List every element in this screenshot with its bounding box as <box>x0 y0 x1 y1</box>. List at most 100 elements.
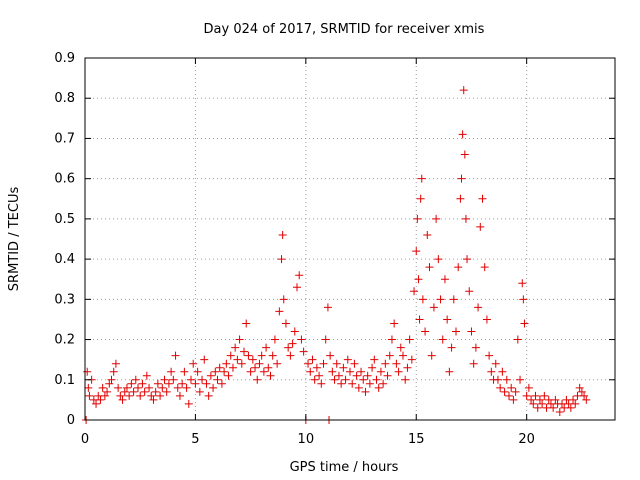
data-point <box>295 271 304 280</box>
data-point <box>465 287 474 296</box>
data-point <box>463 255 472 264</box>
data-point <box>257 351 266 360</box>
data-point <box>248 355 257 364</box>
data-point <box>582 395 591 404</box>
data-point <box>500 387 509 396</box>
data-point <box>383 371 392 380</box>
data-point <box>434 255 443 264</box>
data-point <box>328 367 337 376</box>
data-point <box>213 375 222 384</box>
y-axis-label: SRMTID / TECUs <box>7 187 22 292</box>
data-point <box>222 359 231 368</box>
data-point <box>290 327 299 336</box>
data-point <box>109 367 118 376</box>
data-point <box>187 375 195 384</box>
data-point <box>92 399 101 408</box>
data-point <box>131 375 140 384</box>
data-point <box>533 403 542 412</box>
data-point <box>321 335 330 344</box>
data-point <box>407 355 416 364</box>
data-point <box>288 339 297 348</box>
data-point <box>394 367 403 376</box>
data-point <box>158 383 167 392</box>
data-point <box>244 351 253 360</box>
data-point <box>266 371 275 380</box>
data-point <box>447 343 456 352</box>
data-point <box>348 379 357 388</box>
data-point <box>105 379 114 388</box>
data-point <box>308 355 317 364</box>
data-point <box>458 130 467 139</box>
data-point <box>485 351 494 360</box>
data-point <box>392 359 401 368</box>
data-point <box>555 407 564 416</box>
y-tick-label: 0.9 <box>54 51 75 66</box>
data-point <box>317 379 326 388</box>
data-point <box>459 86 468 95</box>
data-point <box>487 367 496 376</box>
data-point <box>357 367 366 376</box>
data-point <box>84 383 93 392</box>
data-point <box>432 214 441 223</box>
y-tick-label: 0.3 <box>54 292 75 307</box>
data-point <box>204 391 213 400</box>
data-point <box>399 351 407 360</box>
data-point <box>268 351 277 360</box>
data-point <box>339 363 348 372</box>
data-point <box>413 214 422 223</box>
y-tick-label: 0 <box>67 413 75 428</box>
data-point <box>381 359 390 368</box>
data-point <box>343 355 352 364</box>
data-point <box>264 363 273 372</box>
data-point <box>502 375 511 384</box>
data-point <box>520 319 529 328</box>
data-point <box>233 355 242 364</box>
data-point <box>412 247 421 256</box>
data-point <box>374 383 383 392</box>
data-point <box>363 371 372 380</box>
x-tick-label: 15 <box>408 432 425 447</box>
data-point <box>390 319 399 328</box>
data-point <box>405 335 414 344</box>
data-point <box>425 263 434 272</box>
data-point <box>365 379 374 388</box>
data-point <box>449 295 458 304</box>
data-point <box>191 379 200 388</box>
data-point <box>134 383 142 392</box>
data-point <box>368 363 377 372</box>
data-points <box>82 86 591 424</box>
data-point <box>127 379 136 388</box>
data-point <box>330 375 339 384</box>
data-point <box>379 379 388 388</box>
x-tick-label: 0 <box>81 432 89 447</box>
data-point <box>173 383 182 392</box>
data-point <box>118 395 127 404</box>
data-point <box>507 383 516 392</box>
data-point <box>518 279 527 288</box>
data-point <box>284 343 293 352</box>
data-point <box>278 230 287 239</box>
data-point <box>337 379 346 388</box>
data-point <box>114 383 123 392</box>
data-point <box>454 263 463 272</box>
data-point <box>569 395 578 404</box>
data-point <box>167 367 176 376</box>
data-point <box>100 391 109 400</box>
data-point <box>270 335 279 344</box>
data-point <box>461 214 470 223</box>
data-point <box>281 319 290 328</box>
data-point <box>217 379 226 388</box>
data-point <box>220 367 229 376</box>
x-tick-label: 20 <box>518 432 535 447</box>
data-point <box>96 395 105 404</box>
data-point <box>129 387 138 396</box>
data-point <box>262 343 271 352</box>
data-point <box>182 383 191 392</box>
data-point <box>169 375 178 384</box>
data-point <box>259 367 268 376</box>
data-point <box>277 255 286 264</box>
data-point <box>352 371 361 380</box>
data-point <box>354 383 363 392</box>
data-point <box>240 347 248 356</box>
